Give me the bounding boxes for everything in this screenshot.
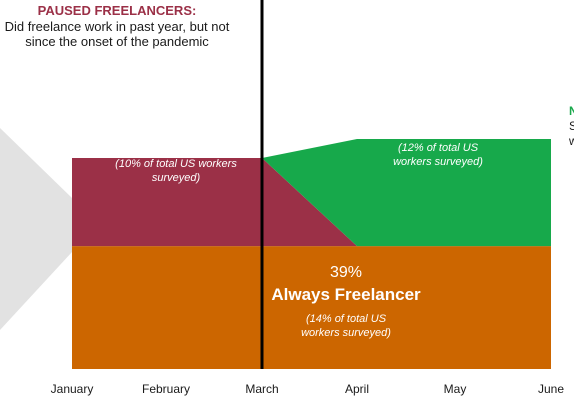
x-tick-label: April [344, 382, 370, 396]
area-new-freelancers [262, 139, 551, 247]
new-callout-title-fragment: N [569, 104, 574, 118]
paused-freelancers-label: 28% Paused Freelancers (10% of total US … [78, 94, 274, 185]
paused-freelancers-percent: 28% [159, 95, 193, 112]
new-freelancers-note: (12% of total US workers surveyed) [393, 142, 483, 168]
paused-callout-title: PAUSED FREELANCERS [37, 3, 192, 18]
x-tick-label: May [443, 382, 467, 396]
paused-freelancers-callout: PAUSED FREELANCERS: Did freelance work i… [4, 3, 230, 50]
area-always-freelancer [72, 246, 551, 369]
area-paused-freelancers [72, 157, 357, 247]
paused-callout-text: Did freelance work in past year, but not… [4, 18, 230, 50]
always-freelancer-percent: 39% [329, 264, 363, 281]
new-callout-line2-fragment: S [569, 119, 574, 133]
paused-callout-colon: : [192, 3, 197, 18]
new-freelancers-callout-fragment: N S w [569, 104, 574, 149]
new-freelancers-name: New Freelancers [384, 97, 492, 139]
x-tick-label: March [245, 382, 279, 396]
new-callout-line3-fragment: w [569, 134, 574, 148]
always-freelancer-label: 39% Always Freelancer (14% of total US w… [236, 263, 456, 340]
x-tick-label: February [141, 382, 191, 396]
always-freelancer-note: (14% of total US workers surveyed) [301, 313, 391, 339]
paused-freelancers-name: Paused Freelancers [122, 113, 230, 155]
left-arrow-shape [0, 128, 72, 330]
always-freelancer-name: Always Freelancer [271, 285, 421, 304]
paused-freelancers-note: (10% of total US workers surveyed) [115, 158, 237, 184]
new-freelancers-label: 34% New Freelancers (12% of total US wor… [368, 78, 508, 169]
x-tick-label: June [537, 382, 565, 396]
x-tick-label: January [50, 382, 94, 396]
new-freelancers-percent: 34% [421, 79, 455, 96]
